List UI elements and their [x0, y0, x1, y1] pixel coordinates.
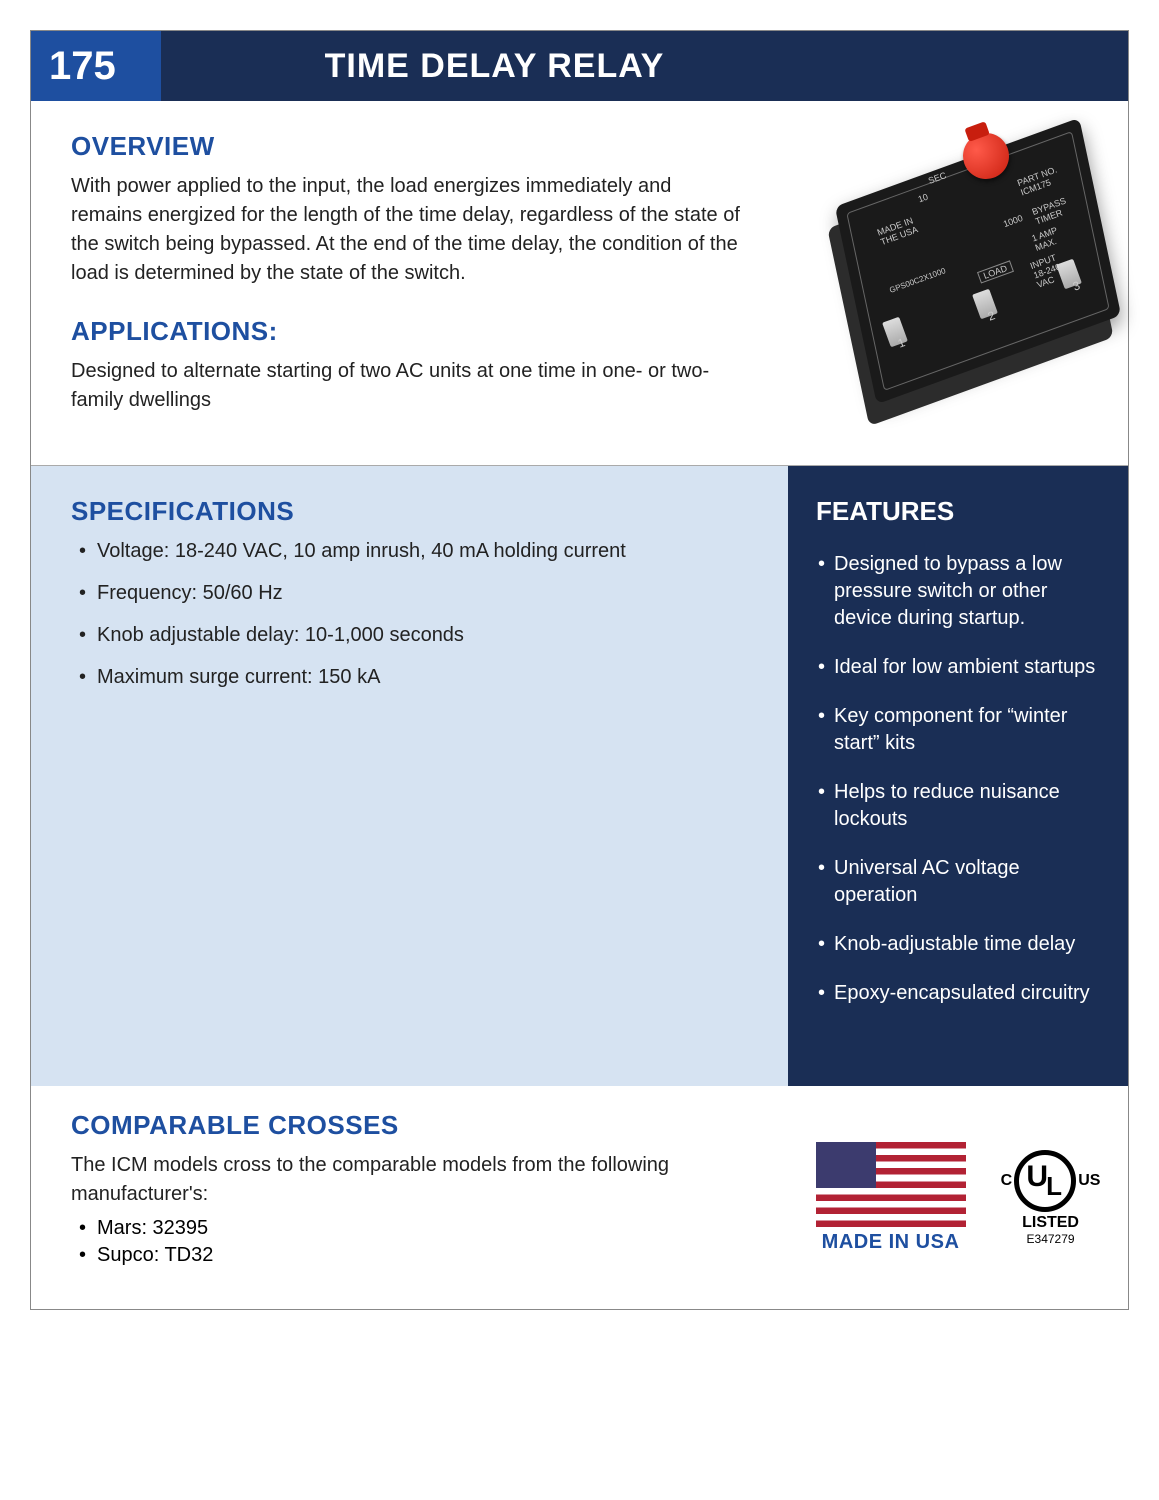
bottom-section: COMPARABLE CROSSES The ICM models cross … — [31, 1086, 1128, 1309]
ul-mark-icon: UL — [1014, 1150, 1076, 1212]
feature-item: Knob-adjustable time delay — [834, 931, 1100, 958]
spec-item: Maximum surge current: 150 kA — [97, 663, 748, 691]
spec-item: Knob adjustable delay: 10-1,000 seconds — [97, 621, 748, 649]
feature-item: Epoxy-encapsulated circuitry — [834, 980, 1100, 1007]
overview-heading: OVERVIEW — [71, 131, 748, 162]
product-image: PART NO.ICM175 BYPASSTIMER MADE INTHE US… — [808, 111, 1108, 421]
crosses-panel: COMPARABLE CROSSES The ICM models cross … — [31, 1086, 788, 1309]
mid-section: SPECIFICATIONS Voltage: 18-240 VAC, 10 a… — [31, 465, 1128, 1086]
made-in-usa-badge: MADE IN USA — [816, 1142, 966, 1254]
feature-item: Key component for “winter start” kits — [834, 703, 1100, 757]
feature-item: Designed to bypass a low pressure switch… — [834, 551, 1100, 632]
badges-panel: MADE IN USA C UL US LISTED E347279 — [788, 1086, 1128, 1309]
features-panel: FEATURES Designed to bypass a low pressu… — [788, 466, 1128, 1086]
crosses-list: Mars: 32395 Supco: TD32 — [71, 1215, 748, 1269]
product-image-area: PART NO.ICM175 BYPASSTIMER MADE INTHE US… — [788, 101, 1128, 465]
spec-item: Frequency: 50/60 Hz — [97, 579, 748, 607]
ul-listed-badge: C UL US LISTED E347279 — [1001, 1150, 1101, 1246]
feature-item: Helps to reduce nuisance lockouts — [834, 779, 1100, 833]
header: 175 TIME DELAY RELAY — [31, 31, 1128, 101]
feature-item: Ideal for low ambient startups — [834, 654, 1100, 681]
overview-text: With power applied to the input, the loa… — [71, 172, 748, 288]
datasheet-page: 175 TIME DELAY RELAY OVERVIEW With power… — [30, 30, 1129, 1310]
ul-number: E347279 — [1001, 1232, 1101, 1246]
crosses-heading: COMPARABLE CROSSES — [71, 1110, 748, 1141]
applications-text: Designed to alternate starting of two AC… — [71, 357, 748, 415]
feature-item: Universal AC voltage operation — [834, 855, 1100, 909]
top-section: OVERVIEW With power applied to the input… — [31, 101, 1128, 465]
page-title: TIME DELAY RELAY — [161, 31, 1128, 101]
specifications-list: Voltage: 18-240 VAC, 10 amp inrush, 40 m… — [71, 537, 748, 691]
ul-c-label: C — [1001, 1172, 1013, 1190]
features-list: Designed to bypass a low pressure switch… — [816, 551, 1100, 1007]
specifications-panel: SPECIFICATIONS Voltage: 18-240 VAC, 10 a… — [31, 466, 788, 1086]
crosses-intro: The ICM models cross to the comparable m… — [71, 1151, 748, 1209]
features-heading: FEATURES — [816, 496, 1100, 527]
cross-item: Supco: TD32 — [97, 1242, 748, 1269]
ul-listed-label: LISTED — [1001, 1214, 1101, 1232]
spec-item: Voltage: 18-240 VAC, 10 amp inrush, 40 m… — [97, 537, 748, 565]
made-in-usa-label: MADE IN USA — [816, 1231, 966, 1254]
overview-column: OVERVIEW With power applied to the input… — [31, 101, 788, 465]
usa-flag-icon — [816, 1142, 966, 1227]
model-number: 175 — [31, 31, 161, 101]
specifications-heading: SPECIFICATIONS — [71, 496, 748, 527]
cross-item: Mars: 32395 — [97, 1215, 748, 1242]
ul-us-label: US — [1078, 1172, 1100, 1190]
applications-heading: APPLICATIONS: — [71, 316, 748, 347]
